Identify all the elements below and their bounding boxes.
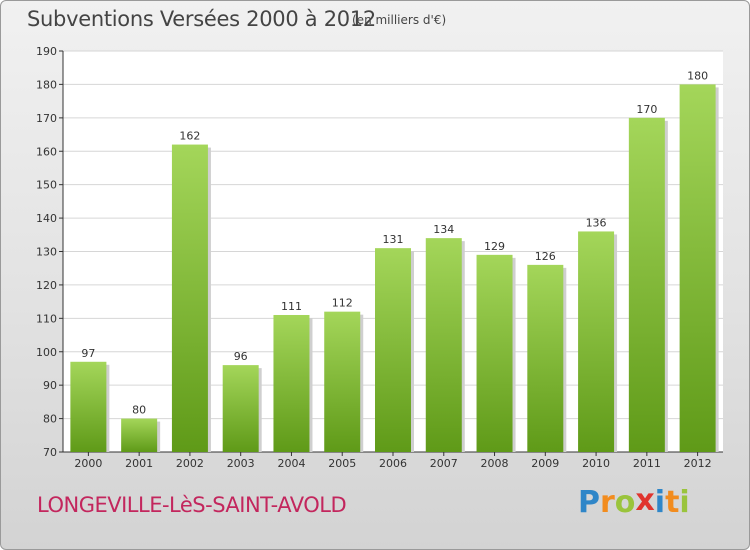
y-tick-label: 110 <box>36 312 57 325</box>
bar <box>476 254 513 452</box>
bar <box>273 314 310 452</box>
x-tick-label: 2008 <box>481 457 509 470</box>
data-label: 96 <box>234 350 248 363</box>
bar <box>171 144 208 453</box>
logo-letter: r <box>600 485 615 520</box>
logo-letter: i <box>679 485 690 520</box>
x-tick-label: 2011 <box>633 457 661 470</box>
x-tick-label: 2002 <box>176 457 204 470</box>
x-tick-label: 2004 <box>277 457 305 470</box>
y-tick-label: 150 <box>36 179 57 192</box>
bar <box>70 361 107 452</box>
data-label: 134 <box>433 223 454 236</box>
data-label: 80 <box>132 404 146 417</box>
data-label: 180 <box>687 69 708 82</box>
y-tick-label: 160 <box>36 145 57 158</box>
data-label: 126 <box>535 250 556 263</box>
chart-subtitle: (en milliers d'€) <box>352 13 447 27</box>
data-label: 131 <box>383 233 404 246</box>
bar <box>324 311 361 452</box>
logo-letter: i <box>654 485 666 520</box>
logo-letter: o <box>614 485 636 520</box>
y-tick-label: 170 <box>36 112 57 125</box>
logo-letter: t <box>665 485 680 520</box>
town-name: LONGEVILLE-LèS-SAINT-AVOLD <box>37 493 347 517</box>
y-tick-label: 140 <box>36 212 57 225</box>
logo-letter: x <box>635 483 655 518</box>
x-tick-label: 2001 <box>125 457 153 470</box>
x-tick-label: 2003 <box>227 457 255 470</box>
logo-letter: P <box>578 485 600 520</box>
data-label: 129 <box>484 240 505 253</box>
proxiti-logo: Proxiti <box>578 483 690 520</box>
x-tick-label: 2010 <box>582 457 610 470</box>
y-tick-label: 70 <box>43 446 57 459</box>
y-tick-label: 100 <box>36 346 57 359</box>
x-tick-label: 2012 <box>684 457 712 470</box>
y-tick-label: 90 <box>43 379 57 392</box>
bar <box>375 248 411 452</box>
x-tick-label: 2005 <box>328 457 356 470</box>
y-tick-label: 190 <box>36 45 57 58</box>
y-tick-label: 80 <box>43 413 57 426</box>
bar <box>222 365 259 452</box>
y-tick-label: 130 <box>36 246 57 259</box>
bar <box>679 84 716 453</box>
y-tick-label: 120 <box>36 279 57 292</box>
bar <box>425 238 462 452</box>
x-tick-label: 2009 <box>531 457 559 470</box>
bar <box>121 418 158 452</box>
bar <box>527 264 564 452</box>
y-tick-label: 180 <box>36 78 57 91</box>
data-label: 97 <box>81 347 95 360</box>
chart-title: Subventions Versées 2000 à 2012 <box>27 7 376 31</box>
data-label: 170 <box>636 103 657 116</box>
data-label: 111 <box>281 300 302 313</box>
data-label: 112 <box>332 297 353 310</box>
data-label: 136 <box>586 216 607 229</box>
x-tick-label: 2006 <box>379 457 407 470</box>
data-label: 162 <box>179 130 200 143</box>
bar <box>578 231 615 452</box>
bar <box>628 117 665 452</box>
x-tick-label: 2007 <box>430 457 458 470</box>
x-tick-label: 2000 <box>74 457 102 470</box>
